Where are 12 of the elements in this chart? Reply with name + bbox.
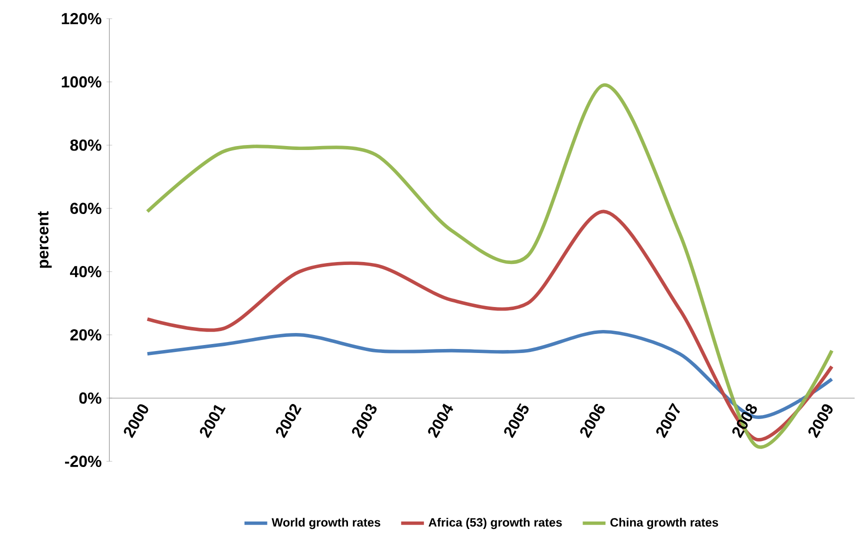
- y-tick-label: 120%: [62, 13, 102, 24]
- legend-label: Africa (53) growth rates: [428, 518, 562, 530]
- y-axis-title: percent: [38, 211, 52, 268]
- y-tick-label: 40%: [70, 266, 102, 278]
- y-tick-label: 100%: [62, 76, 102, 88]
- legend-label: World growth rates: [272, 518, 380, 530]
- y-tick-label: 60%: [70, 202, 102, 214]
- y-tick-label: 0%: [79, 392, 102, 404]
- y-tick-label: 20%: [70, 329, 102, 341]
- y-tick-label: -20%: [65, 456, 102, 467]
- legend-label: China growth rates: [610, 518, 718, 530]
- y-tick-label: 80%: [70, 139, 102, 151]
